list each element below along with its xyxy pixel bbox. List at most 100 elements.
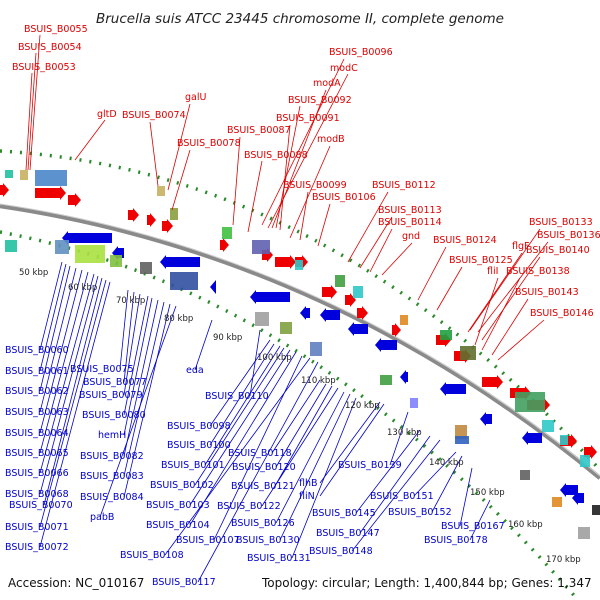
leader-line-forward	[417, 246, 447, 301]
accession-text: Accession: NC_010167	[8, 576, 144, 590]
leader-line-reverse	[413, 451, 457, 497]
gene-feature-box	[5, 240, 17, 252]
leader-line-reverse	[469, 499, 491, 541]
gene-label: BSUIS_B0140	[526, 245, 590, 256]
gene-label: BSUIS_B0121	[231, 481, 295, 492]
gene-label: BSUIS_B0151	[370, 491, 434, 502]
leader-line-reverse	[279, 393, 351, 541]
leader-line-reverse	[213, 355, 303, 541]
gene-feature-box	[170, 208, 178, 220]
kbp-label: 80 kbp	[164, 314, 193, 324]
leader-line-forward	[474, 277, 499, 346]
gene-feature-box	[455, 425, 467, 439]
gene-label: galU	[185, 92, 206, 103]
leader-line-forward	[477, 241, 549, 333]
gene-label: BSUIS_B0074	[122, 110, 186, 121]
forward-gene-arrow	[357, 306, 368, 320]
leader-line-reverse	[275, 383, 327, 468]
gene-label: fliI	[487, 266, 498, 277]
gene-feature-box	[353, 286, 363, 298]
gene-feature-box	[380, 375, 392, 385]
forward-gene-labels: BSUIS_B0055 BSUIS_B0054 BSUIS_B0053 gltD…	[12, 24, 600, 319]
forward-gene-arrow	[162, 219, 173, 233]
gene-feature-box	[252, 240, 270, 254]
gene-label: pabB	[90, 512, 114, 523]
forward-gene-arrow	[345, 293, 356, 307]
gene-label: BSUIS_B0103	[146, 500, 210, 511]
gene-feature-box	[580, 455, 590, 467]
gene-label: BSUIS_B0120	[232, 462, 296, 473]
gene-feature-box	[560, 435, 568, 445]
label-leader-lines	[25, 34, 549, 583]
gene-feature-box	[280, 322, 292, 334]
leader-line-reverse	[204, 345, 281, 466]
genome-info-text: Topology: circular; Length: 1,400,844 bp…	[261, 576, 592, 590]
gene-label: hemH	[98, 430, 126, 441]
gene-label: BSUIS_B0101	[161, 460, 225, 471]
outer-dotted-arc	[0, 149, 600, 472]
gene-label: BSUIS_B0053	[12, 62, 76, 73]
gene-label: BSUIS_B0114	[378, 217, 442, 228]
gene-label: BSUIS_B0130	[236, 535, 300, 546]
leader-line-reverse	[274, 385, 333, 487]
leader-line-reverse	[39, 267, 77, 413]
reverse-gene-arrow	[62, 231, 112, 245]
leader-line-forward	[491, 298, 529, 356]
gene-label: BSUIS_B0079	[79, 390, 143, 401]
gene-feature-box	[455, 436, 469, 444]
gene-label: BSUIS_B0071	[5, 522, 69, 533]
leader-line-reverse	[359, 435, 431, 534]
leader-line-forward	[469, 228, 541, 331]
gene-feature-box	[20, 170, 28, 180]
gene-feature-box	[157, 186, 165, 196]
gene-label: BSUIS_B0107	[176, 535, 240, 546]
gene-label: BSUIS_B0063	[5, 407, 69, 418]
leader-line-reverse	[39, 275, 99, 495]
gene-feature-box	[5, 170, 13, 178]
leader-line-reverse	[39, 269, 83, 434]
reverse-gene-arrow	[375, 338, 397, 352]
gene-label: BSUIS_B0054	[18, 42, 82, 53]
forward-gene-arrow	[147, 213, 156, 227]
gene-label: BSUIS_B0084	[80, 492, 144, 503]
map-title: Brucella suis ATCC 23445 chromosome II, …	[96, 11, 504, 27]
leader-line-reverse	[39, 261, 63, 351]
reverse-gene-arrow	[300, 306, 310, 320]
kbp-label: 160 kbp	[508, 520, 543, 530]
gene-feature-box	[520, 470, 530, 480]
gene-label: BSUIS_B0143	[515, 287, 579, 298]
gene-label: BSUIS_B0055	[24, 24, 88, 35]
gene-label: gltD	[97, 109, 117, 120]
gene-label: modA	[313, 78, 341, 89]
gene-label: BSUIS_B0145	[312, 508, 376, 519]
gene-feature-box	[578, 527, 590, 539]
leader-line-forward	[247, 160, 263, 233]
leader-line-forward	[275, 105, 301, 229]
leader-line-forward	[149, 121, 159, 187]
gene-label: BSUIS_B0099	[283, 180, 347, 191]
gene-label: BSUIS_B0113	[378, 205, 442, 216]
forward-gene-arrow	[275, 255, 296, 269]
gene-label: BSUIS_B0136	[537, 230, 600, 241]
leader-line-reverse	[249, 329, 261, 397]
leader-line-reverse	[43, 277, 103, 506]
gene-label: BSUIS_B0178	[424, 535, 488, 546]
leader-line-forward	[299, 191, 309, 241]
leader-line-reverse	[194, 319, 213, 371]
gene-label: BSUIS_B0068	[5, 489, 69, 500]
gene-label: BSUIS_B0087	[227, 125, 291, 136]
gene-feature-box	[35, 170, 67, 186]
leader-line-reverse	[39, 265, 71, 392]
leader-line-reverse	[189, 351, 297, 526]
gene-features	[0, 170, 600, 539]
gene-feature-box	[140, 262, 152, 274]
reverse-gene-arrow	[440, 382, 466, 396]
gene-feature-box	[460, 346, 476, 360]
leader-line-reverse	[123, 295, 149, 416]
leader-line-forward	[481, 256, 541, 341]
leader-line-reverse	[189, 349, 291, 506]
gene-label: BSUIS_B0133	[529, 217, 593, 228]
reverse-gene-arrow	[250, 290, 290, 304]
gene-label: eda	[186, 365, 204, 376]
